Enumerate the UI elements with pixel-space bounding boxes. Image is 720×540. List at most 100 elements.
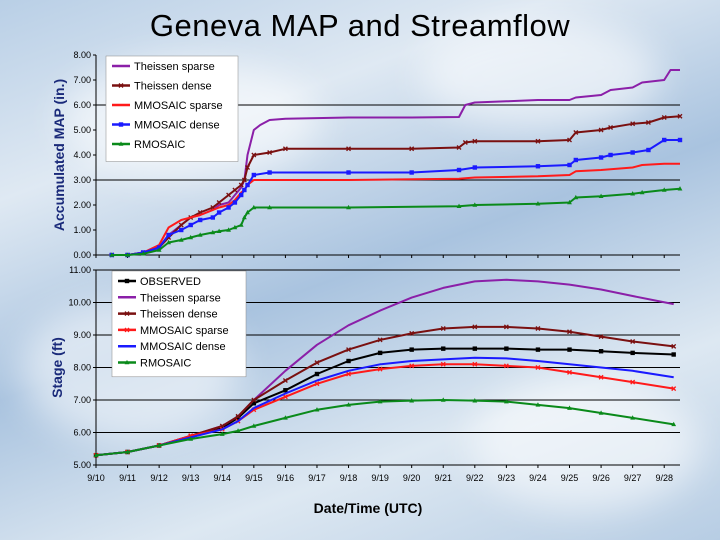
data-point-mmosaic-sparse (282, 394, 288, 400)
series-line-rmosaic (111, 187, 681, 256)
data-point-theissen-dense (346, 146, 352, 152)
data-point-rmosaic (630, 415, 636, 420)
stage-plot: 5.00 6.00 7.00 8.00 9.00 10.00 11.00 9/10 9/11 9/… (49, 265, 680, 516)
data-point-mmosaic-dense (242, 187, 247, 193)
data-point-mmosaic-sparse (409, 363, 415, 369)
data-point-rmosaic (197, 232, 203, 237)
legend-label-rmosaic: RMOSAIC (134, 139, 185, 151)
data-point-rmosaic (535, 201, 541, 206)
data-point-rmosaic (346, 402, 351, 407)
x-tick-label: 9/13 (182, 473, 200, 483)
data-point-rmosaic (535, 402, 541, 407)
data-point-mmosaic-dense (472, 165, 478, 170)
data-point-rmosaic (677, 186, 683, 191)
data-point-rmosaic (166, 239, 172, 245)
data-point-mmosaic-sparse (472, 361, 478, 367)
x-tick-label: 9/27 (624, 473, 642, 483)
chart-title: Geneva MAP and Streamflow (149, 8, 571, 43)
data-point-theissen-dense (598, 334, 604, 340)
y-tick-label: 10.00 (68, 298, 91, 308)
data-point-theissen-dense (282, 378, 288, 383)
data-point-rmosaic (409, 398, 415, 403)
data-point-theissen-dense (462, 140, 468, 145)
x-tick-label: 9/10 (87, 473, 105, 483)
data-point-theissen-dense (178, 222, 184, 228)
x-tick-label: 9/23 (498, 473, 516, 483)
data-point-theissen-dense (346, 347, 352, 353)
legend-label-mmosaic-sparse: MMOSAIC sparse (134, 100, 223, 112)
data-point-mmosaic-dense (210, 215, 215, 220)
x-tick-label: 9/24 (529, 473, 547, 483)
data-point-mmosaic-dense (251, 172, 257, 178)
data-point-theissen-dense (238, 182, 244, 188)
data-point-mmosaic-dense (245, 182, 250, 188)
legend-marker-mmosaic-dense (118, 122, 124, 127)
data-point-mmosaic-dense (608, 152, 613, 158)
data-point-rmosaic (93, 452, 99, 458)
data-point-theissen-dense (573, 130, 579, 135)
legend-label-mmosaic-dense: MMOSAIC dense (134, 120, 220, 132)
legend-marker-observed (124, 278, 130, 284)
data-point-theissen-dense (630, 121, 636, 127)
data-point-rmosaic (456, 203, 462, 209)
data-point-rmosaic (567, 199, 572, 205)
data-point-mmosaic-sparse (630, 379, 636, 385)
legend-marker-theissen-dense (124, 311, 130, 317)
data-point-rmosaic (245, 209, 250, 215)
x-tick-label: 9/20 (403, 473, 421, 483)
data-point-mmosaic-dense (188, 222, 193, 228)
data-point-mmosaic-dense (166, 232, 171, 238)
accumulated-map-plot: 0.00 1.00 2.00 3.00 4.00 5.00 6.00 7.00 8.00 Accu… (51, 50, 683, 260)
data-point-theissen-dense (440, 326, 446, 331)
data-point-theissen-dense (567, 137, 572, 143)
series-line-rmosaic (95, 399, 674, 457)
data-point-observed (220, 425, 225, 430)
data-point-mmosaic-sparse (377, 366, 383, 372)
data-point-mmosaic-dense (677, 137, 683, 143)
data-point-rmosaic (235, 428, 241, 433)
data-point-observed (251, 401, 257, 406)
data-point-rmosaic (567, 405, 572, 410)
data-point-theissen-dense (226, 192, 232, 198)
x-tick-label: 9/19 (371, 473, 389, 483)
data-point-mmosaic-sparse (346, 371, 352, 377)
data-point-rmosaic (156, 247, 162, 252)
y-tick-label: 6.00 (73, 100, 91, 110)
series-line-mmosaic-dense (95, 356, 674, 457)
data-point-rmosaic (630, 191, 636, 196)
x-tick-label: 9/28 (655, 473, 673, 483)
x-tick-label: 9/12 (150, 473, 168, 483)
legend-label-theissen-dense: Theissen dense (140, 309, 218, 321)
data-point-observed (409, 347, 414, 352)
legend-label-observed: OBSERVED (140, 276, 201, 288)
data-point-mmosaic-sparse (503, 363, 509, 369)
data-point-rmosaic (178, 237, 184, 242)
data-point-theissen-dense (251, 397, 257, 403)
x-tick-label: 9/18 (340, 473, 358, 483)
y-tick-label: 7.00 (73, 395, 91, 405)
data-point-theissen-dense (535, 138, 541, 144)
y-tick-label: 4.00 (73, 150, 91, 160)
legend-label-theissen-sparse: Theissen sparse (140, 292, 221, 304)
y-tick-label: 5.00 (73, 125, 91, 135)
data-point-mmosaic-dense (239, 192, 244, 198)
data-point-observed (535, 347, 541, 352)
data-point-mmosaic-sparse (671, 386, 677, 392)
series-line-mmosaic-sparse (95, 363, 674, 457)
data-point-observed (671, 352, 676, 357)
data-point-mmosaic-dense (216, 210, 222, 215)
y-tick-label: 3.00 (73, 175, 91, 185)
data-point-theissen-dense (245, 165, 250, 170)
x-axis-label: Date/Time (UTC) (314, 500, 423, 516)
data-point-rmosaic (503, 399, 509, 404)
data-point-observed (567, 347, 572, 352)
data-point-mmosaic-dense (226, 205, 231, 210)
data-point-theissen-dense (251, 152, 257, 158)
legend-label-mmosaic-dense: MMOSAIC dense (140, 341, 226, 353)
data-point-theissen-dense (535, 326, 541, 331)
x-tick-label: 9/15 (245, 473, 263, 483)
data-point-theissen-dense (472, 138, 478, 144)
data-point-mmosaic-dense (573, 157, 579, 163)
data-point-theissen-dense (409, 330, 415, 336)
y-tick-label: 8.00 (73, 50, 91, 60)
